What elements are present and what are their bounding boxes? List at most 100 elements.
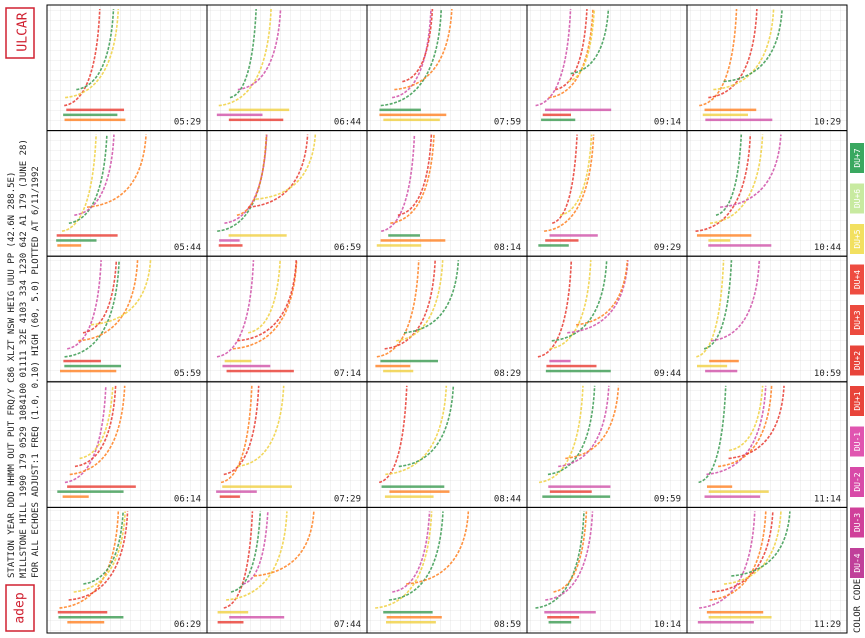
panel-time: 08:29 — [494, 369, 521, 379]
legend-label: DU-2 — [853, 472, 862, 491]
legend-label: DU+3 — [853, 310, 862, 329]
echo-band — [383, 119, 439, 122]
panel-bg — [47, 507, 207, 633]
panel-time: 07:14 — [334, 369, 361, 379]
echo-band — [222, 365, 270, 368]
echo-band — [546, 370, 611, 373]
badge: adep — [13, 592, 28, 623]
panel-bg — [367, 131, 527, 257]
echo-band — [216, 490, 257, 493]
panel-bg — [527, 507, 687, 633]
echo-band — [705, 119, 772, 122]
legend-label: DU-3 — [853, 513, 862, 532]
echo-band — [377, 244, 421, 247]
panel-bg — [527, 382, 687, 508]
panel-bg — [47, 5, 207, 131]
echo-band — [57, 490, 123, 493]
legend-label: DU+7 — [853, 148, 862, 167]
echo-band — [217, 114, 263, 117]
echo-band — [541, 119, 575, 122]
panel-bg — [527, 256, 687, 382]
echo-band — [708, 239, 730, 242]
echo-band — [697, 365, 727, 368]
legend-label: DU+4 — [853, 270, 862, 289]
echo-band — [550, 490, 592, 493]
panel-time: 09:14 — [654, 118, 681, 128]
echo-band — [538, 244, 568, 247]
echo-band — [227, 370, 294, 373]
panel-bg — [207, 382, 367, 508]
echo-band — [548, 485, 610, 488]
panel-time: 07:59 — [494, 118, 521, 128]
echo-band — [380, 360, 438, 363]
echo-band — [697, 234, 751, 237]
info-line: FOR ALL ECHOES ADJUST:1 FREQ (1.0, 0.10)… — [31, 166, 41, 578]
panel-time: 09:59 — [654, 494, 681, 504]
echo-band — [63, 360, 101, 363]
panel-bg — [207, 5, 367, 131]
panel-time: 09:29 — [654, 243, 681, 253]
echo-band — [229, 119, 283, 122]
echo-band — [709, 616, 772, 619]
panel-bg — [687, 5, 847, 131]
panel-bg — [367, 5, 527, 131]
panel-time: 07:44 — [334, 620, 361, 630]
echo-band — [379, 114, 446, 117]
echo-band — [705, 109, 757, 112]
panel-bg — [367, 507, 527, 633]
echo-band — [709, 360, 739, 363]
echo-band — [379, 109, 420, 112]
panel-bg — [47, 256, 207, 382]
echo-band — [67, 485, 136, 488]
echo-band — [543, 114, 571, 117]
echo-band — [705, 495, 761, 498]
legend-title: COLOR CODE — [853, 579, 863, 633]
panel-time: 10:14 — [654, 620, 681, 630]
panel-time: 10:44 — [814, 243, 841, 253]
panel-bg — [367, 382, 527, 508]
panel-time: 08:14 — [494, 243, 521, 253]
panel-bg — [367, 256, 527, 382]
panel-time: 08:59 — [494, 620, 521, 630]
echo-band — [547, 616, 579, 619]
logo: ULCAR — [16, 12, 31, 51]
info-line: STATION YEAR DDD HHMM OUT PUT FRQ/Y C86 … — [7, 172, 17, 578]
panel-bg — [687, 256, 847, 382]
panel-time: 05:29 — [174, 118, 201, 128]
panel-bg — [527, 131, 687, 257]
legend-label: DU+5 — [853, 229, 862, 248]
echo-band — [65, 119, 126, 122]
echo-band — [549, 360, 570, 363]
echo-band — [64, 365, 121, 368]
echo-band — [705, 370, 737, 373]
legend-label: DU+2 — [853, 351, 862, 370]
echo-band — [229, 234, 287, 237]
panel-time: 05:44 — [174, 243, 201, 253]
echo-band — [63, 114, 117, 117]
legend-label: DU+1 — [853, 391, 862, 410]
echo-band — [229, 109, 289, 112]
echo-band — [218, 621, 244, 624]
panel-bg — [687, 131, 847, 257]
panel-bg — [207, 131, 367, 257]
panel-bg — [527, 5, 687, 131]
legend-label: DU+6 — [853, 189, 862, 208]
panel-time: 11:29 — [814, 620, 841, 630]
echo-band — [388, 234, 420, 237]
echo-band — [375, 365, 410, 368]
panel-time: 07:29 — [334, 494, 361, 504]
echo-band — [383, 611, 432, 614]
echo-band — [698, 621, 754, 624]
panel-bg — [687, 382, 847, 508]
echo-band — [549, 621, 572, 624]
panel-bg — [47, 382, 207, 508]
panel-time: 05:59 — [174, 369, 201, 379]
panel-time: 09:44 — [654, 369, 681, 379]
echo-band — [58, 616, 123, 619]
echo-band — [703, 114, 748, 117]
echo-band — [381, 239, 446, 242]
legend-label: DU-1 — [853, 432, 862, 451]
echo-band — [387, 616, 442, 619]
panel-time: 06:59 — [334, 243, 361, 253]
echo-band — [383, 370, 413, 373]
